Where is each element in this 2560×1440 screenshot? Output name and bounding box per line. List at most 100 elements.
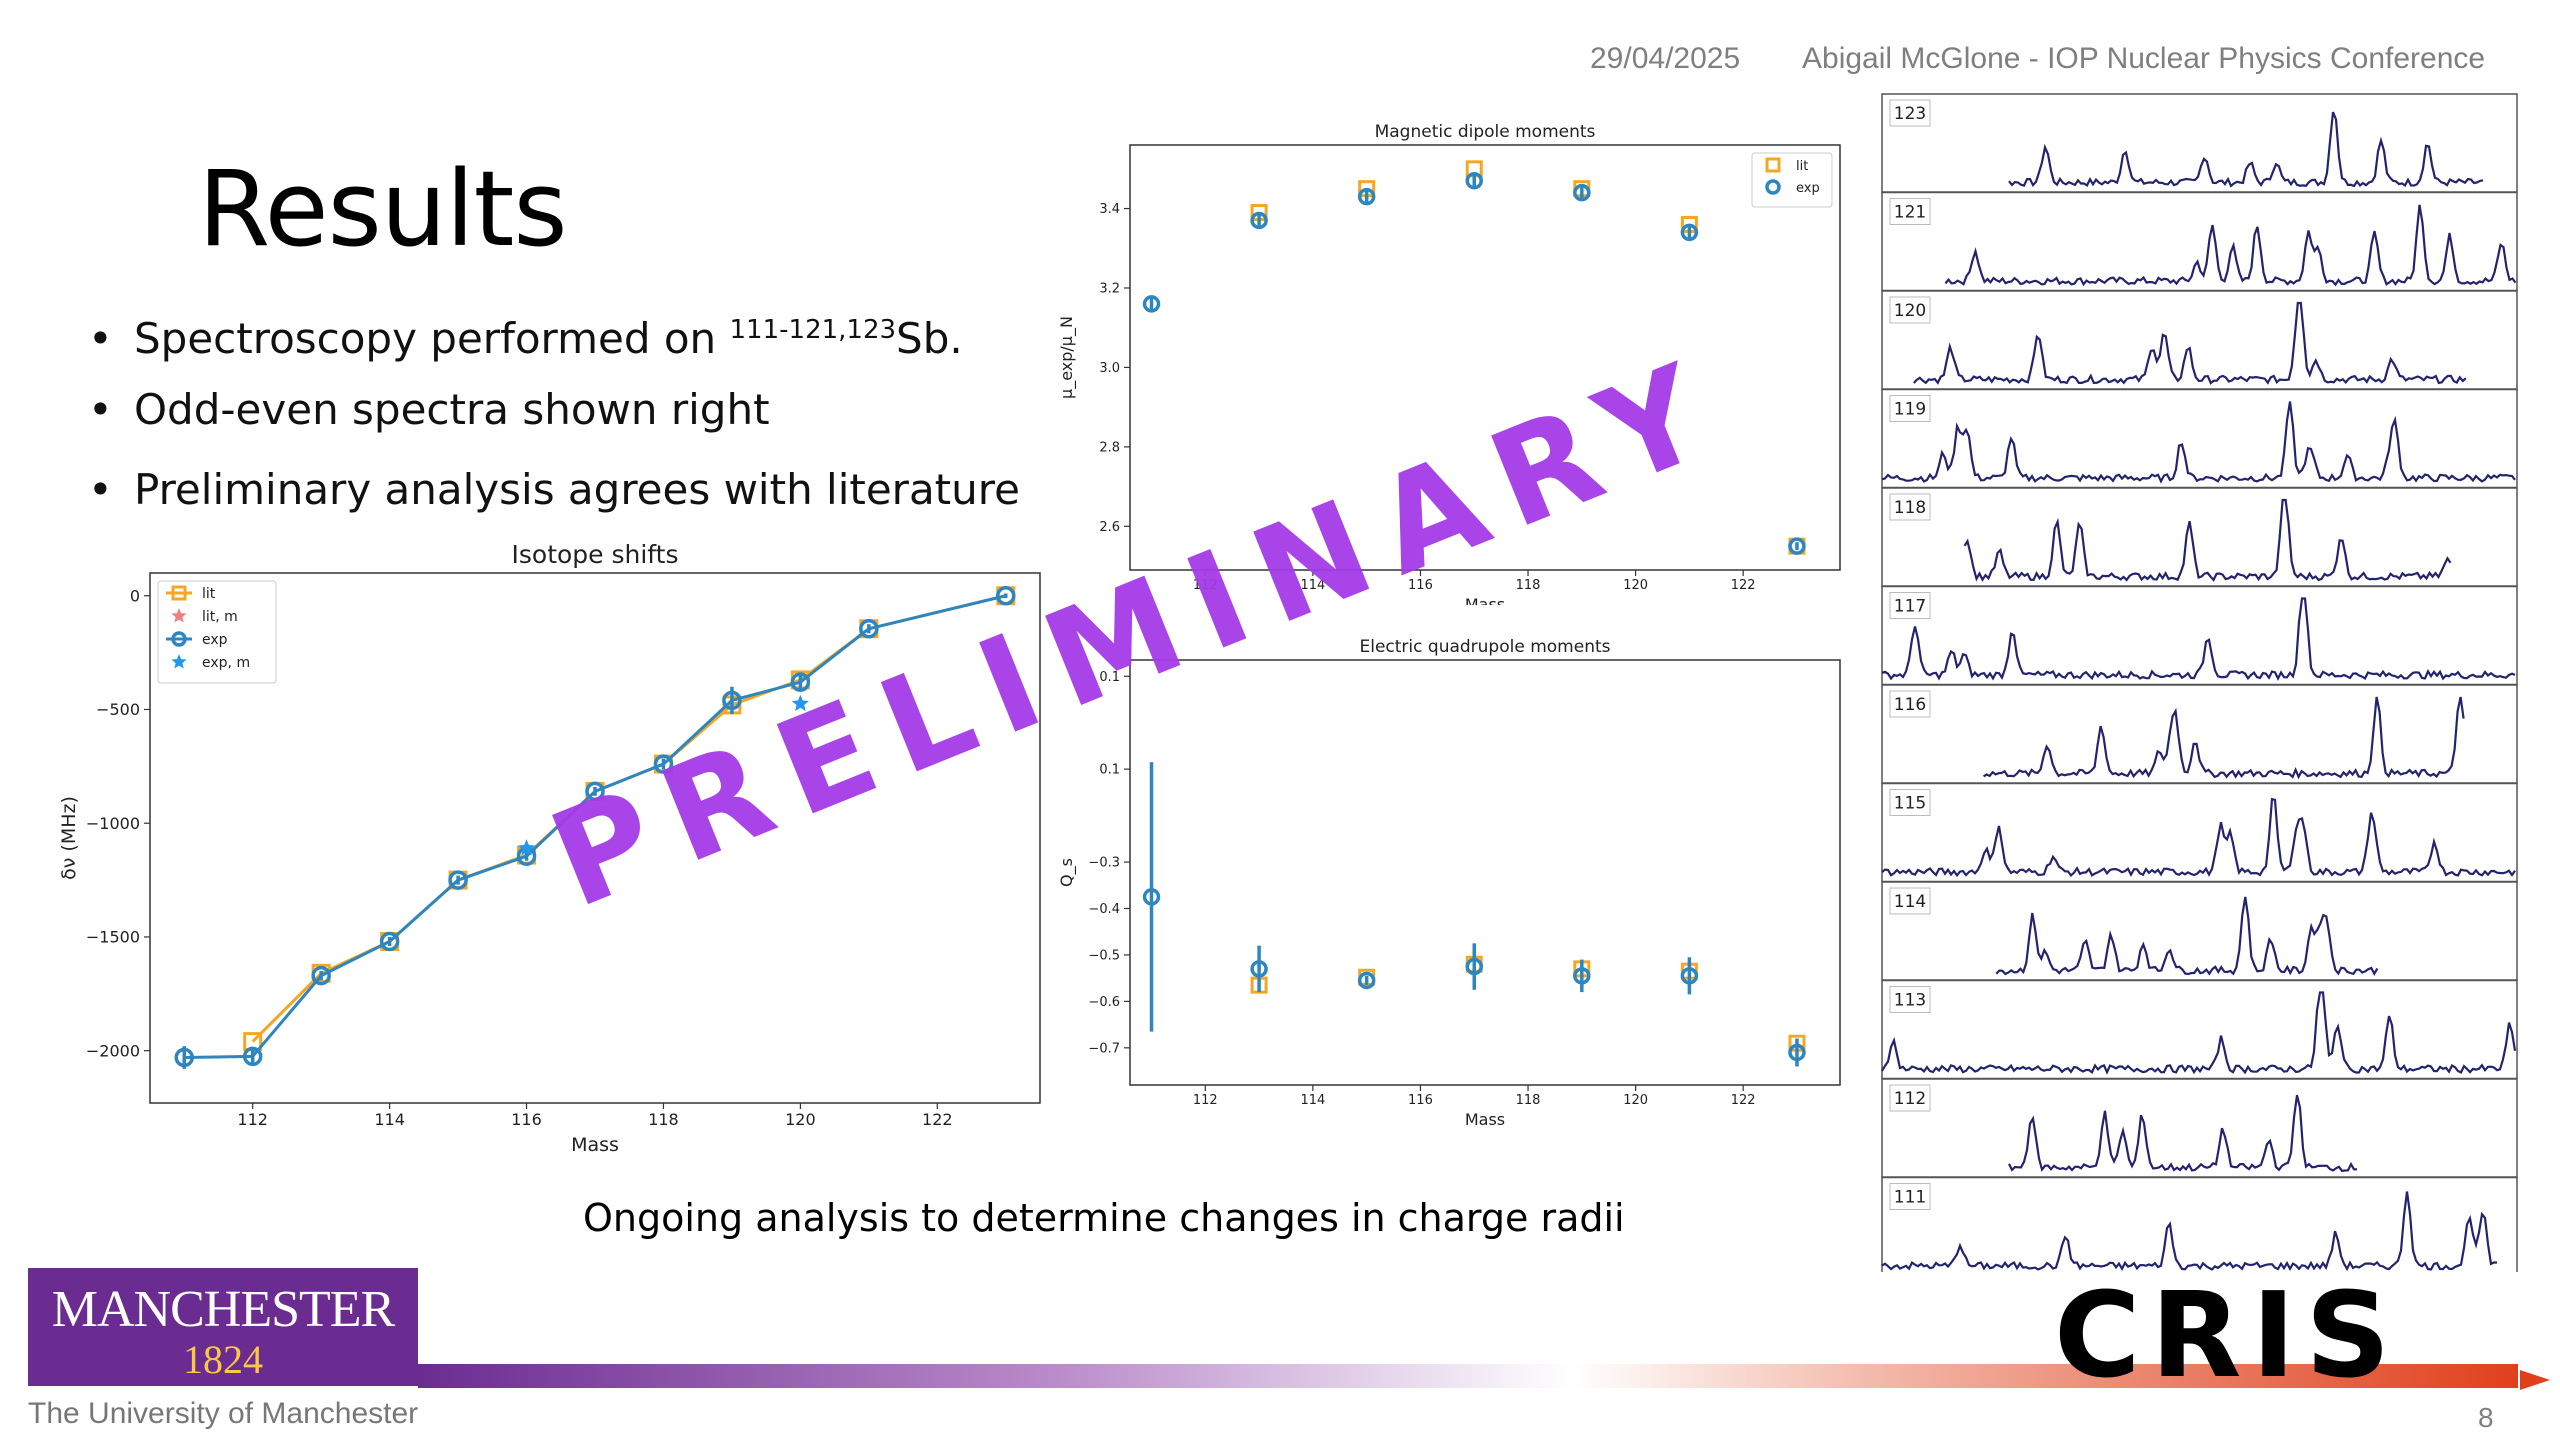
x-tick-label: 120 bbox=[1623, 1093, 1648, 1108]
data-point bbox=[996, 585, 1016, 606]
series-exp bbox=[1142, 171, 1806, 555]
spectrum-trace bbox=[1995, 896, 2379, 976]
spectrum-frame bbox=[1881, 487, 2518, 587]
data-point bbox=[1250, 211, 1268, 230]
spectrum-panel-118: 118 bbox=[1881, 487, 2518, 587]
x-tick-label: 118 bbox=[1516, 578, 1541, 593]
spectrum-frame bbox=[1881, 979, 2518, 1080]
spectrum-label-box bbox=[1889, 395, 1931, 422]
cris-logo: CRIS bbox=[2054, 1280, 2550, 1390]
y-axis-label: δν (MHz) bbox=[58, 796, 80, 880]
spectrum-label: 114 bbox=[1894, 892, 1926, 912]
x-tick-label: 112 bbox=[237, 1110, 268, 1129]
spectrum-trace bbox=[2008, 111, 2484, 188]
header-date: 29/04/2025 bbox=[1590, 42, 1741, 75]
legend-marker bbox=[1765, 157, 1781, 173]
y-tick-label: 2.6 bbox=[1099, 520, 1120, 535]
x-tick-label: 116 bbox=[1408, 578, 1433, 593]
x-tick-label: 116 bbox=[511, 1110, 542, 1129]
legend-label: lit bbox=[202, 586, 216, 602]
data-point bbox=[1788, 1043, 1806, 1062]
y-tick-label: −0.7 bbox=[1088, 1041, 1120, 1056]
spectrum-label-box bbox=[1889, 690, 1931, 718]
data-point bbox=[1357, 187, 1376, 206]
spectrum-panel-123: 123 bbox=[1881, 93, 2518, 193]
data-point bbox=[1573, 967, 1591, 985]
x-axis-label: Mass bbox=[571, 1134, 619, 1156]
spectrum-trace bbox=[1881, 401, 2516, 484]
y-tick-label: −0.5 bbox=[1088, 948, 1120, 963]
data-point bbox=[1357, 971, 1376, 990]
data-point bbox=[1680, 967, 1699, 985]
legend-marker bbox=[1765, 179, 1781, 195]
legend-marker bbox=[171, 608, 187, 623]
spectrum-frame bbox=[1881, 290, 2518, 390]
spectrum-label: 111 bbox=[1894, 1188, 1926, 1208]
spectrum-label-box bbox=[1889, 986, 1931, 1013]
data-point bbox=[1680, 223, 1699, 242]
bullet-item: • Odd-even spectra shown right bbox=[88, 385, 770, 434]
spectrum-trace bbox=[1881, 991, 2517, 1075]
chart-title: Isotope shifts bbox=[512, 540, 679, 569]
data-point bbox=[518, 839, 536, 856]
data-point bbox=[379, 931, 400, 952]
bullet-list: • Spectroscopy performed on 111-121,123Sb… bbox=[88, 300, 1020, 540]
y-tick-label: −1000 bbox=[86, 814, 140, 833]
plot-frame bbox=[1129, 144, 1841, 571]
spectrum-label-box bbox=[1889, 789, 1931, 816]
spectrum-label-box bbox=[1889, 887, 1931, 915]
data-point bbox=[448, 870, 468, 890]
spectrum-panel-113: 113 bbox=[1881, 979, 2518, 1080]
spectrum-trace bbox=[1912, 301, 2467, 385]
x-tick-label: 118 bbox=[1516, 1093, 1541, 1108]
y-tick-label: 3.0 bbox=[1099, 361, 1120, 376]
x-tick-label: 116 bbox=[1408, 1093, 1433, 1108]
spectrum-label-box bbox=[1889, 493, 1931, 521]
x-tick-label: 122 bbox=[922, 1110, 953, 1129]
data-point bbox=[1465, 171, 1483, 190]
spectrum-panel-120: 120 bbox=[1881, 290, 2518, 390]
y-axis-label: μ_exp/μ_N bbox=[1057, 316, 1077, 399]
manchester-logo: MANCHESTER 1824 bbox=[28, 1268, 418, 1386]
spectra-panels: 123 121 120 119 118 117 116 115 114 113 112 111 bbox=[1881, 93, 2518, 1272]
chart-title: Electric quadrupole moments bbox=[1360, 637, 1611, 657]
data-point bbox=[790, 672, 811, 692]
data-point bbox=[859, 618, 879, 639]
y-axis-label: Q_s bbox=[1057, 858, 1077, 887]
legend-label: exp, m bbox=[202, 655, 250, 671]
spectrum-panel-111: 111 bbox=[1881, 1176, 2518, 1272]
y-tick-label: −500 bbox=[96, 700, 140, 719]
x-tick-label: 114 bbox=[1300, 578, 1325, 593]
legend-label: lit, m bbox=[202, 609, 238, 625]
logo-name: MANCHESTER bbox=[51, 1281, 395, 1338]
spectrum-panel-117: 117 bbox=[1881, 585, 2518, 686]
spectrum-label: 115 bbox=[1894, 794, 1926, 814]
x-tick-label: 120 bbox=[1623, 578, 1648, 593]
bullet-item: • Spectroscopy performed on 111-121,123Sb… bbox=[88, 314, 963, 363]
data-point bbox=[1250, 960, 1268, 978]
y-tick-label: −0.3 bbox=[1088, 856, 1120, 871]
legend-marker bbox=[171, 654, 187, 669]
data-point bbox=[174, 1047, 194, 1068]
y-tick-label: 3.4 bbox=[1099, 202, 1120, 217]
isotope-shifts-chart: Isotope shifts Mass δν (MHz) 112 114 116 118 12… bbox=[58, 540, 1041, 1156]
spectrum-trace bbox=[1881, 797, 2516, 878]
y-tick-label: 3.2 bbox=[1099, 282, 1120, 297]
university-name: The University of Manchester bbox=[28, 1397, 419, 1430]
legend-label: exp bbox=[1796, 181, 1820, 196]
spectrum-label-box bbox=[1889, 99, 1931, 127]
legend-marker bbox=[171, 631, 187, 647]
data-point bbox=[1573, 183, 1591, 202]
spectrum-trace bbox=[1881, 597, 2516, 681]
y-tick-label: −0.4 bbox=[1088, 902, 1120, 917]
series-exp bbox=[1142, 762, 1806, 1067]
spectrum-label-box bbox=[1889, 1084, 1931, 1112]
x-tick-label: 118 bbox=[648, 1110, 679, 1129]
x-axis-label: Mass bbox=[1465, 595, 1505, 605]
spectrum-panel-114: 114 bbox=[1881, 881, 2518, 981]
spectrum-label: 118 bbox=[1894, 498, 1926, 518]
spectrum-label-box bbox=[1889, 296, 1931, 324]
bullet-item: • Preliminary analysis agrees with litera… bbox=[88, 465, 1020, 514]
x-tick-label: 112 bbox=[1193, 578, 1218, 593]
spectrum-label: 112 bbox=[1894, 1089, 1926, 1109]
